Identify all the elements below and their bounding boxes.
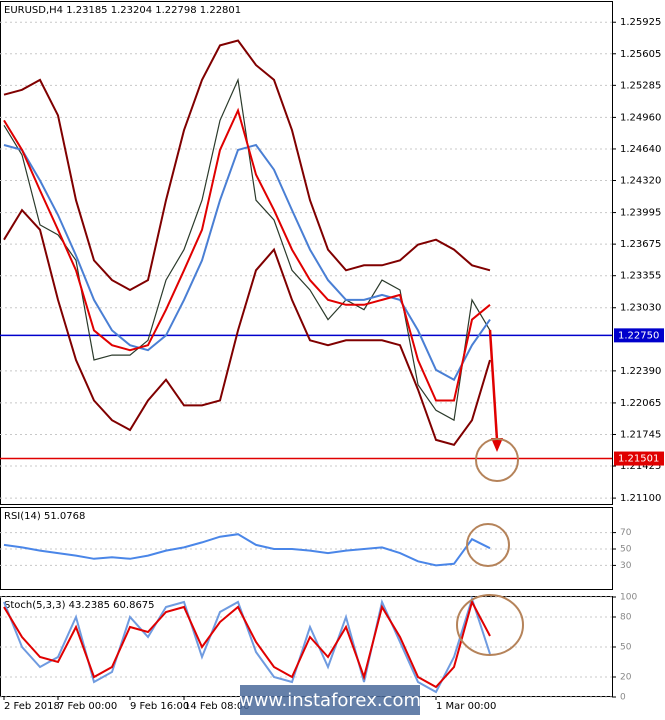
panel-title: RSI(14) 51.0768 <box>4 511 85 522</box>
y-tick-label: 1.23675 <box>620 239 661 250</box>
y-tick-label: 1.25285 <box>620 80 661 91</box>
y-tick-label: 1.22390 <box>620 366 661 377</box>
series-line <box>3 208 491 446</box>
y-tick-label: 1.24960 <box>620 112 661 123</box>
watermark: www.instaforex.com <box>239 690 421 711</box>
level-label: 1.21501 <box>618 454 659 465</box>
arrow-head <box>491 438 503 452</box>
y-tick-label: 80 <box>620 613 632 623</box>
y-tick-label: 20 <box>620 673 632 683</box>
main-panel <box>0 1 613 505</box>
series-line <box>3 599 491 689</box>
y-tick-label: 1.25605 <box>620 49 661 60</box>
level-label-box <box>614 328 664 343</box>
y-tick-label: 100 <box>620 593 637 603</box>
y-tick-label: 1.23995 <box>620 208 661 219</box>
highlight-circle <box>466 523 510 567</box>
series-line <box>3 533 491 567</box>
y-tick-label: 0 <box>620 693 626 703</box>
y-tick-label: 1.21745 <box>620 429 661 440</box>
y-tick-label: 1.24640 <box>620 144 661 155</box>
x-tick-label: 14 Feb 08:00 <box>184 701 250 712</box>
y-tick-label: 50 <box>620 643 632 653</box>
series-line <box>3 107 491 402</box>
y-tick-label: 1.22065 <box>620 398 661 409</box>
y-tick-label: 50 <box>620 545 632 555</box>
y-tick-label: 30 <box>620 561 632 571</box>
level-label: 1.22750 <box>618 330 659 341</box>
panel-title: Stoch(5,3,3) 43.2385 60.8675 <box>4 600 155 611</box>
watermark-box <box>240 685 420 715</box>
highlight-circle <box>475 438 519 482</box>
series-line <box>3 39 491 292</box>
y-tick-label: 1.25925 <box>620 17 661 28</box>
x-tick-label: 7 Feb 00:00 <box>58 701 117 712</box>
x-tick-label: 2 Feb 2018 <box>4 701 60 712</box>
y-tick-label: 70 <box>620 528 632 538</box>
x-tick-label: 1 Mar 00:00 <box>436 701 496 712</box>
x-tick-label: 9 Feb 16:00 <box>130 701 189 712</box>
y-tick-label: 1.21425 <box>620 461 661 472</box>
arrow <box>488 329 499 441</box>
level-label-box <box>614 451 664 466</box>
plot: EURUSD,H4 1.23185 1.23204 1.22798 1.2280… <box>0 5 664 712</box>
y-tick-label: 1.24320 <box>620 176 661 187</box>
y-tick-label: 1.21100 <box>620 493 661 504</box>
series-line <box>3 143 491 382</box>
panel-title: EURUSD,H4 1.23185 1.23204 1.22798 1.2280… <box>4 5 241 16</box>
y-tick-label: 1.23355 <box>620 271 661 282</box>
highlight-circle <box>456 594 524 656</box>
y-tick-label: 1.23030 <box>620 303 661 314</box>
